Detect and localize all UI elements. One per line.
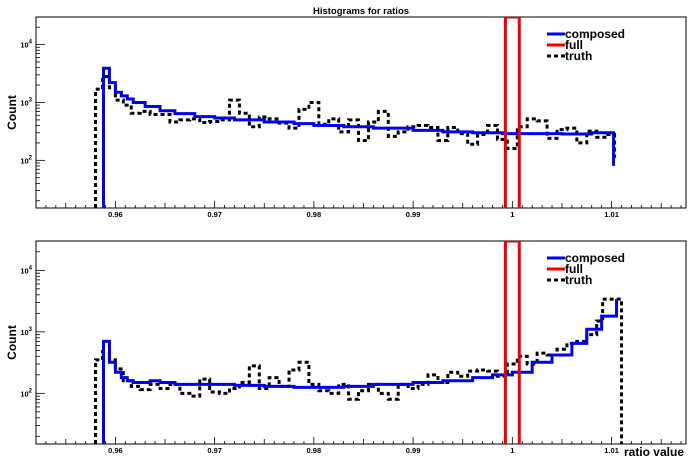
y-tick-label: 102 bbox=[20, 155, 32, 165]
x-tick-label: 0.96 bbox=[108, 210, 123, 219]
series-full-line bbox=[503, 241, 521, 444]
chart-title: Histograms for ratios bbox=[313, 6, 409, 17]
series-composed-line bbox=[101, 299, 619, 444]
chart-panel-1: Histograms for ratios Count 0.96 0.97 0.98 0.… bbox=[5, 6, 687, 219]
legend-label-truth: truth bbox=[565, 49, 592, 63]
x-tick-label: 0.98 bbox=[307, 210, 322, 219]
chart-panel-2: Count ratio value 0.96 0.97 0.98 0.99 1 1.01 102… bbox=[5, 240, 687, 459]
x-tick-label: 1.01 bbox=[604, 210, 619, 219]
x-tick-label: 0.98 bbox=[307, 446, 322, 455]
y-tick-label: 102 bbox=[20, 388, 32, 398]
plot-frame bbox=[35, 240, 687, 445]
y-axis-label: Count bbox=[5, 95, 19, 130]
series-truth-line bbox=[94, 297, 623, 444]
plot-frame bbox=[35, 16, 687, 209]
x-axis-label: ratio value bbox=[624, 445, 684, 459]
x-tick-label: 0.97 bbox=[207, 446, 222, 455]
x-tick-label: 0.96 bbox=[108, 446, 123, 455]
x-tick-label: 0.99 bbox=[406, 446, 421, 455]
series-composed-line bbox=[101, 66, 616, 208]
legend-label-full: full bbox=[565, 38, 583, 52]
y-tick-label: 103 bbox=[20, 327, 32, 337]
x-tick-label: 1 bbox=[510, 446, 514, 455]
series-truth-line bbox=[94, 75, 617, 208]
y-tick-label: 104 bbox=[20, 40, 32, 50]
legend-label-full: full bbox=[565, 262, 583, 276]
x-tick-label: 0.97 bbox=[207, 210, 222, 219]
x-tick-label: 1.01 bbox=[604, 446, 619, 455]
y-tick-label: 104 bbox=[20, 265, 32, 275]
x-tick-label: 0.99 bbox=[406, 210, 421, 219]
series-full-line bbox=[503, 17, 521, 208]
x-tick-label: 1 bbox=[510, 210, 514, 219]
y-axis-label: Count bbox=[5, 325, 19, 360]
legend-label-truth: truth bbox=[565, 273, 592, 287]
legend-label-composed: composed bbox=[565, 27, 625, 41]
legend-label-composed: composed bbox=[565, 251, 625, 265]
y-tick-label: 103 bbox=[20, 97, 32, 107]
